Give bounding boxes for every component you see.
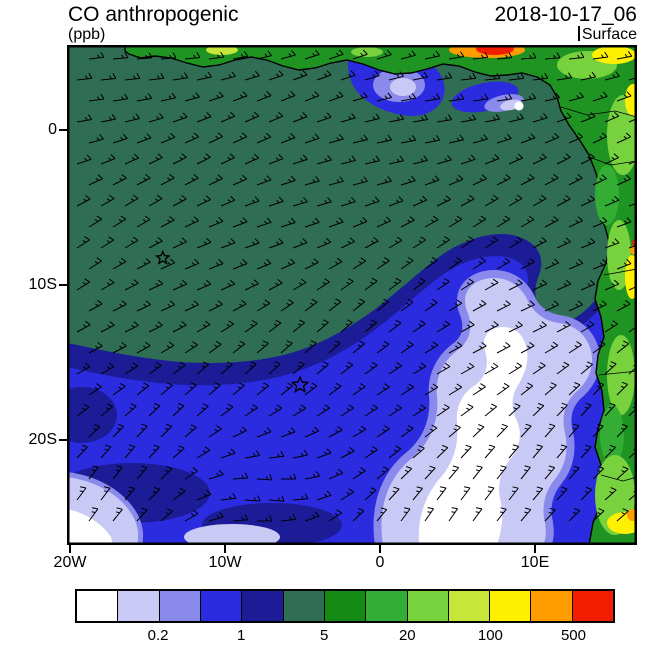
corner-white: [67, 509, 113, 545]
y-axis-tick: [59, 129, 67, 131]
y-axis-tick: [59, 284, 67, 286]
plot-units: (ppb): [68, 26, 106, 43]
colorbar-cell: [199, 591, 242, 621]
marker-star-icon: [290, 375, 310, 393]
colorbar-cell: [282, 591, 324, 621]
contour-map: [67, 45, 637, 545]
africa-land: [124, 45, 637, 545]
colorbar-tick-label: 500: [560, 627, 586, 644]
plot-level-label: Surface: [581, 26, 637, 43]
x-axis-tick-label: 20W: [53, 554, 87, 571]
y-axis-tick-label: 10S: [28, 276, 57, 293]
marker-star-icon: [154, 249, 171, 265]
colorbar-cell: [77, 591, 118, 621]
colorbar-cell: [117, 591, 159, 621]
y-axis-tick-label: 20S: [28, 431, 57, 448]
colorbar-tick-label: 0.2: [147, 627, 169, 644]
site-markers: [154, 249, 310, 393]
header-right: 2018-10-17_06 Surface: [495, 3, 637, 44]
header-left: CO anthropogenic (ppb): [68, 3, 238, 44]
colorbar-tick-label: 20: [398, 627, 416, 644]
y-axis-tick: [59, 439, 67, 441]
plot-datetime: 2018-10-17_06: [494, 3, 637, 26]
wind-barbs: [76, 49, 637, 522]
bottom-lavender-strip: [184, 524, 280, 545]
map-frame: [67, 45, 637, 545]
x-axis-tick: [379, 545, 381, 553]
colorbar: [75, 589, 615, 623]
colorbar-cell: [158, 591, 200, 621]
colorbar-cell: [406, 591, 448, 621]
colorbar-cell: [489, 591, 531, 621]
plot-title: CO anthropogenic: [68, 3, 239, 26]
x-axis-tick: [224, 545, 226, 553]
colorbar-tick-label: 100: [477, 627, 503, 644]
plot-level: Surface: [495, 26, 637, 44]
colorbar-cell: [447, 591, 490, 621]
colorbar-cell: [571, 591, 614, 621]
clean-air-white-core: [418, 327, 528, 545]
colorbar-cell: [365, 591, 407, 621]
colorbar-cell: [323, 591, 366, 621]
x-axis-tick-label: 0: [375, 554, 385, 571]
y-axis-tick-label: 0: [48, 121, 57, 138]
frame-tick: [577, 26, 580, 41]
colorbar-cell: [530, 591, 572, 621]
x-axis-tick: [69, 545, 71, 553]
colorbar-cell: [241, 591, 283, 621]
x-axis-tick-label: 10W: [208, 554, 242, 571]
colorbar-tick-label: 5: [320, 627, 329, 644]
x-axis-tick-label: 10E: [520, 554, 550, 571]
colorbar-tick-label: 1: [236, 627, 246, 644]
x-axis-tick: [534, 545, 536, 553]
